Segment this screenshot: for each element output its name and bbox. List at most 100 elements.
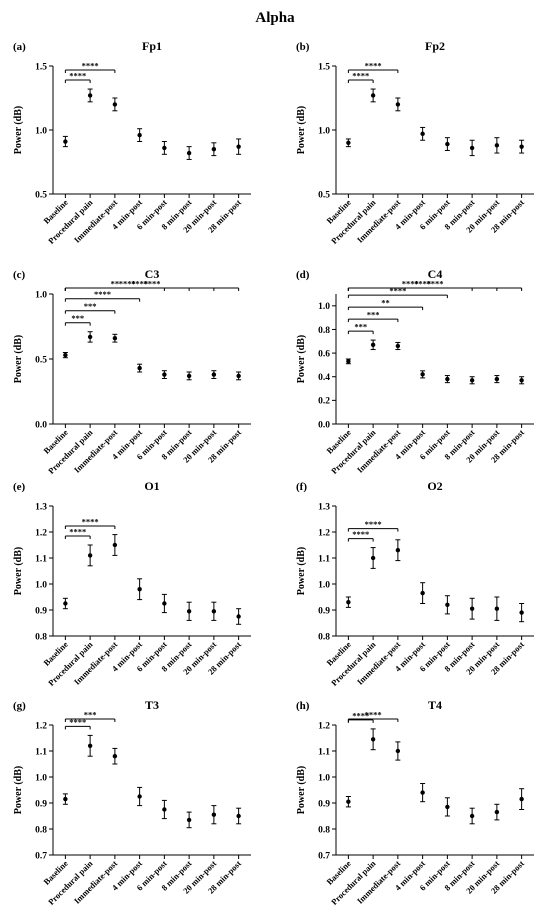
significance-stars: *** [367, 310, 380, 320]
data-point [112, 336, 118, 341]
data-point [346, 600, 351, 605]
y-tick-label: 1.0 [318, 773, 330, 783]
y-tick-label: 1.0 [35, 580, 47, 590]
data-point [494, 376, 500, 382]
panel-label: (b) [296, 41, 310, 53]
y-tick-label: 0.0 [318, 420, 330, 430]
significance-stars: **** [94, 289, 111, 299]
y-tick-label: 1.1 [35, 554, 47, 564]
data-point [186, 817, 192, 823]
significance-stars: **** [69, 527, 86, 537]
data-point [186, 609, 192, 614]
significance-stars: **** [352, 71, 369, 81]
data-point [445, 602, 450, 607]
significance-stars: **** [389, 286, 406, 296]
data-point [420, 590, 425, 596]
y-tick-label: 1.1 [318, 747, 330, 757]
panel-title: C4 [428, 267, 443, 281]
data-point [519, 144, 524, 149]
data-point [346, 359, 351, 364]
data-point [63, 796, 68, 802]
data-point [211, 609, 217, 614]
y-axis-label: Power (dB) [13, 106, 24, 154]
y-tick-label: 0.9 [35, 799, 47, 809]
y-tick-label: 1.3 [35, 502, 47, 512]
data-point [519, 378, 524, 383]
panel-title: T3 [145, 698, 159, 712]
significance-stars: **** [131, 279, 148, 289]
significance-stars: **** [365, 710, 382, 720]
panel-label: (h) [296, 700, 310, 712]
significance-stars: **** [414, 279, 431, 289]
data-point [420, 372, 425, 377]
panel-label: (e) [13, 481, 26, 493]
data-point [395, 343, 401, 349]
significance-stars: *** [354, 322, 367, 332]
panel-label: (f) [296, 481, 307, 493]
y-tick-label: 1.1 [318, 554, 330, 564]
y-axis-label: Power (dB) [296, 335, 307, 383]
y-tick-label: 1.2 [318, 721, 330, 731]
data-point [395, 748, 401, 754]
significance-stars: **** [82, 61, 99, 71]
panel-label: (c) [13, 269, 26, 281]
data-point [87, 334, 93, 340]
data-point [87, 93, 93, 98]
panel-title: T4 [428, 698, 442, 712]
y-axis-label: Power (dB) [296, 547, 307, 595]
y-tick-label: 0.9 [318, 799, 330, 809]
panel-label: (d) [296, 269, 310, 281]
data-point [346, 799, 351, 804]
y-tick-label: 0.7 [35, 851, 47, 861]
y-tick-label: 1.3 [318, 502, 330, 512]
data-point [469, 606, 475, 611]
data-point [162, 601, 167, 606]
data-point [469, 378, 475, 383]
panel-title: O1 [144, 479, 159, 493]
significance-stars: **** [427, 279, 444, 289]
data-point [445, 804, 450, 810]
significance-stars: **** [365, 61, 382, 71]
data-point [494, 143, 500, 148]
y-tick-label: 0.8 [35, 825, 47, 835]
significance-stars: **** [69, 71, 86, 81]
y-axis-label: Power (dB) [296, 766, 307, 814]
significance-stars: **** [352, 529, 369, 539]
panel-title: O2 [427, 479, 442, 493]
y-tick-label: 1.0 [318, 126, 330, 136]
data-point [137, 132, 142, 138]
y-tick-label: 0.0 [35, 420, 47, 430]
y-axis-label: Power (dB) [13, 766, 24, 814]
data-point [445, 376, 450, 382]
data-point [63, 139, 68, 144]
y-axis-label: Power (dB) [13, 335, 24, 383]
data-point [469, 145, 475, 151]
data-point [346, 140, 351, 145]
data-point [236, 813, 241, 819]
panel-label: (g) [13, 700, 26, 712]
significance-stars: **** [402, 279, 419, 289]
y-tick-label: 0.8 [35, 632, 47, 642]
y-tick-label: 0.7 [318, 851, 330, 861]
significance-stars: ** [111, 279, 120, 289]
data-point [494, 809, 500, 815]
significance-stars: **** [365, 519, 382, 529]
data-point [445, 141, 450, 147]
data-point [162, 807, 167, 812]
data-point [162, 145, 167, 151]
y-tick-label: 0.9 [35, 606, 47, 616]
data-point [112, 102, 118, 107]
significance-stars: *** [84, 710, 97, 720]
y-tick-label: 0.8 [318, 825, 330, 835]
data-point [395, 102, 401, 107]
y-tick-label: 1.2 [35, 721, 47, 731]
panel-title: Fp1 [142, 39, 162, 53]
significance-stars: **** [119, 279, 136, 289]
significance-stars: **** [69, 717, 86, 727]
